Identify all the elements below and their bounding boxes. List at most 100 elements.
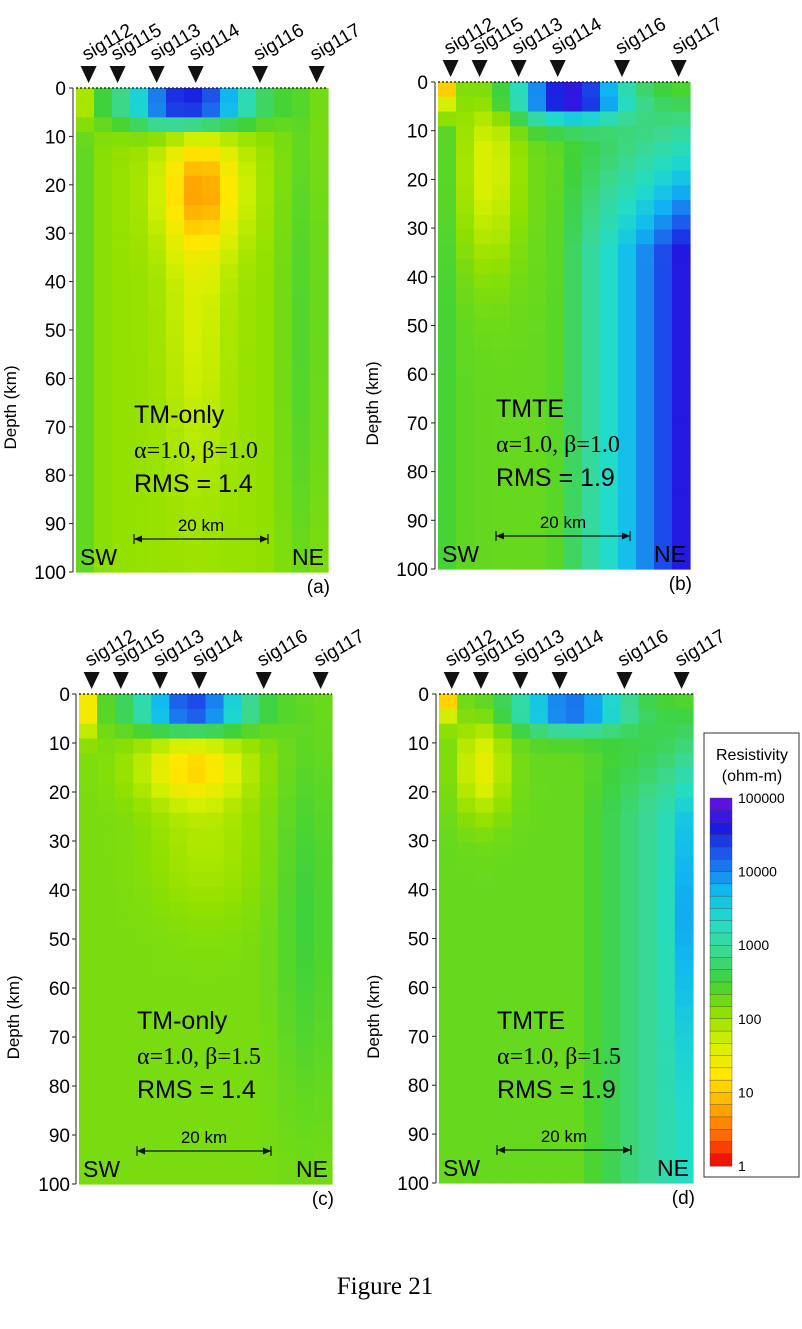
heatmap-cell bbox=[274, 454, 293, 470]
heatmap-cell bbox=[94, 264, 113, 280]
station-marker bbox=[191, 672, 208, 689]
heatmap-cell bbox=[202, 469, 221, 485]
heatmap-cell bbox=[151, 1035, 170, 1051]
heatmap-cell bbox=[184, 469, 203, 485]
heatmap-cell bbox=[457, 1064, 476, 1080]
heatmap-cell bbox=[584, 827, 603, 843]
heatmap-cell bbox=[674, 1168, 694, 1184]
heatmap-cell bbox=[493, 1094, 513, 1110]
heatmap-cell bbox=[241, 1005, 261, 1022]
heatmap-cell bbox=[618, 155, 637, 172]
heatmap-cell bbox=[456, 303, 475, 319]
heatmap-cell bbox=[600, 347, 619, 363]
heatmap-cell bbox=[166, 440, 185, 456]
colorbar-label: 100000 bbox=[738, 790, 785, 806]
heatmap-cell bbox=[112, 469, 131, 485]
heatmap-cell bbox=[511, 1049, 531, 1066]
heatmap-cell bbox=[310, 440, 329, 456]
heatmap-cell bbox=[654, 214, 673, 231]
heatmap-cell bbox=[151, 990, 170, 1007]
heatmap-cell bbox=[313, 783, 333, 799]
scale-arrow bbox=[260, 535, 268, 543]
heatmap-cell bbox=[310, 352, 329, 368]
heatmap-cell bbox=[259, 738, 279, 754]
heatmap-cell bbox=[547, 797, 567, 814]
heatmap-cell bbox=[584, 916, 603, 932]
heatmap-cell bbox=[618, 406, 637, 423]
heatmap-cell bbox=[274, 410, 293, 426]
heatmap-cell bbox=[220, 293, 239, 309]
heatmap-cell bbox=[97, 708, 116, 725]
heatmap-cell bbox=[456, 465, 475, 482]
heatmap-cell bbox=[151, 1005, 170, 1022]
heatmap-cell bbox=[457, 1168, 476, 1184]
heatmap-cell bbox=[130, 337, 149, 353]
heatmap-cell bbox=[238, 293, 257, 309]
heatmap-cell bbox=[76, 440, 95, 456]
heatmap-cell bbox=[133, 1169, 152, 1185]
heatmap-cell bbox=[310, 190, 329, 206]
heatmap-cell bbox=[313, 990, 333, 1007]
heatmap-cell bbox=[238, 498, 257, 514]
colorbar-swatch bbox=[709, 1104, 733, 1118]
heatmap-cell bbox=[256, 293, 275, 309]
station-marker bbox=[472, 672, 489, 689]
heatmap-cell bbox=[277, 1065, 297, 1081]
heatmap-cell bbox=[492, 362, 511, 378]
heatmap-cell bbox=[76, 308, 95, 324]
heatmap-cell bbox=[636, 421, 655, 437]
heatmap-cell bbox=[492, 141, 511, 157]
ne-label: NE bbox=[654, 541, 686, 567]
heatmap-cell bbox=[654, 495, 673, 511]
heatmap-cell bbox=[205, 1020, 225, 1037]
heatmap-cell bbox=[277, 1094, 297, 1111]
heatmap-cell bbox=[241, 990, 261, 1007]
heatmap-cell bbox=[564, 495, 583, 511]
heatmap-cell bbox=[313, 1020, 333, 1037]
heatmap-cell bbox=[220, 308, 239, 324]
heatmap-cell bbox=[187, 916, 207, 933]
heatmap-cell bbox=[566, 871, 585, 888]
heatmap-cell bbox=[457, 797, 476, 814]
heatmap-cell bbox=[493, 708, 513, 725]
heatmap-cell bbox=[241, 872, 261, 888]
mode-label: TMTE bbox=[496, 395, 564, 423]
heatmap-cell bbox=[310, 102, 329, 118]
heatmap-cell bbox=[97, 738, 116, 754]
heatmap-cell bbox=[564, 362, 583, 378]
heatmap-cell bbox=[492, 332, 511, 349]
scale-bar-label: 20 km bbox=[541, 1127, 587, 1146]
heatmap-cell bbox=[295, 1154, 315, 1170]
heatmap-cell bbox=[259, 1169, 279, 1185]
heatmap-cell bbox=[493, 1153, 513, 1169]
heatmap-cell bbox=[259, 1065, 279, 1081]
heatmap-cell bbox=[259, 812, 279, 829]
heatmap-cell bbox=[584, 1079, 603, 1095]
heatmap-cell bbox=[656, 1108, 676, 1125]
heatmap-cell bbox=[274, 190, 293, 206]
heatmap-cell bbox=[238, 234, 257, 250]
scale-bar-label: 20 km bbox=[181, 1128, 227, 1147]
heatmap-cell bbox=[76, 352, 95, 368]
heatmap-cell bbox=[475, 901, 495, 917]
station-marker bbox=[442, 60, 459, 77]
heatmap-cell bbox=[256, 440, 275, 456]
heatmap-cell bbox=[130, 322, 149, 338]
heatmap-cell bbox=[566, 812, 585, 828]
heatmap-cell bbox=[546, 259, 565, 275]
heatmap-cell bbox=[223, 738, 243, 754]
heatmap-cell bbox=[259, 783, 279, 799]
heatmap-cell bbox=[546, 155, 565, 172]
heatmap-cell bbox=[528, 229, 547, 245]
heatmap-cell bbox=[438, 185, 457, 201]
scale-arrow bbox=[623, 1146, 631, 1154]
heatmap-cell bbox=[313, 887, 333, 903]
heatmap-cell bbox=[148, 366, 167, 382]
heatmap-cell bbox=[456, 450, 475, 467]
heatmap-cell bbox=[112, 513, 131, 529]
station-label: sig117 bbox=[669, 14, 727, 59]
colorbar-swatch bbox=[709, 1092, 733, 1106]
heatmap-cell bbox=[277, 812, 297, 829]
heatmap-cell bbox=[205, 857, 225, 873]
heatmap-cell bbox=[313, 1080, 333, 1096]
